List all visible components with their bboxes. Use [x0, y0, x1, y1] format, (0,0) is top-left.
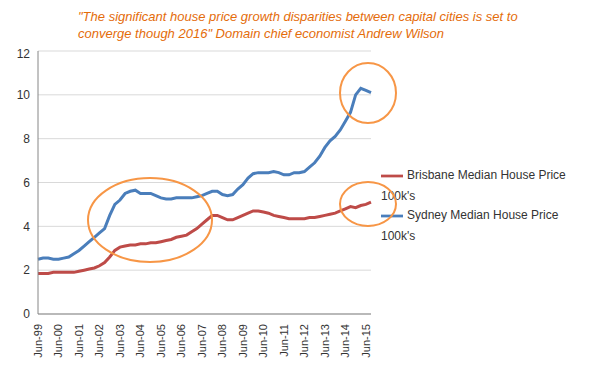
html-text:Sydney Median House Price 100k: Sydney Median House Price 100k's — [381, 208, 559, 243]
svg-text:Jun-10: Jun-10 — [257, 324, 269, 358]
svg-text:12: 12 — [17, 47, 31, 61]
svg-text:Jun-12: Jun-12 — [298, 324, 310, 358]
svg-text:Jun-13: Jun-13 — [319, 324, 331, 358]
svg-text:Jun-00: Jun-00 — [52, 324, 64, 358]
svg-text:10: 10 — [17, 88, 31, 102]
svg-text:Jun-06: Jun-06 — [175, 324, 187, 358]
svg-text:Jun-99: Jun-99 — [32, 324, 44, 358]
svg-text:Jun-14: Jun-14 — [339, 324, 351, 358]
html-text:"The significant house price g: "The significant house price growth disp… — [78, 9, 518, 41]
svg-text:Jun-15: Jun-15 — [360, 324, 372, 358]
svg-text:2: 2 — [23, 263, 30, 277]
svg-text:Jun-07: Jun-07 — [196, 324, 208, 358]
svg-text:Jun-01: Jun-01 — [73, 324, 85, 358]
svg-text:Jun-08: Jun-08 — [216, 324, 228, 358]
html-text:Brisbane Median House Price 10: Brisbane Median House Price 100k's — [381, 168, 566, 203]
svg-text:0: 0 — [23, 307, 30, 321]
svg-text:Jun-09: Jun-09 — [237, 324, 249, 358]
svg-text:Jun-05: Jun-05 — [155, 324, 167, 358]
svg-text:8: 8 — [23, 132, 30, 146]
svg-text:Jun-04: Jun-04 — [134, 324, 146, 358]
svg-text:6: 6 — [23, 176, 30, 190]
svg-text:Jun-03: Jun-03 — [114, 324, 126, 358]
svg-text:4: 4 — [23, 220, 30, 234]
svg-text:Jun-02: Jun-02 — [93, 324, 105, 358]
svg-text:Jun-11: Jun-11 — [278, 324, 290, 357]
